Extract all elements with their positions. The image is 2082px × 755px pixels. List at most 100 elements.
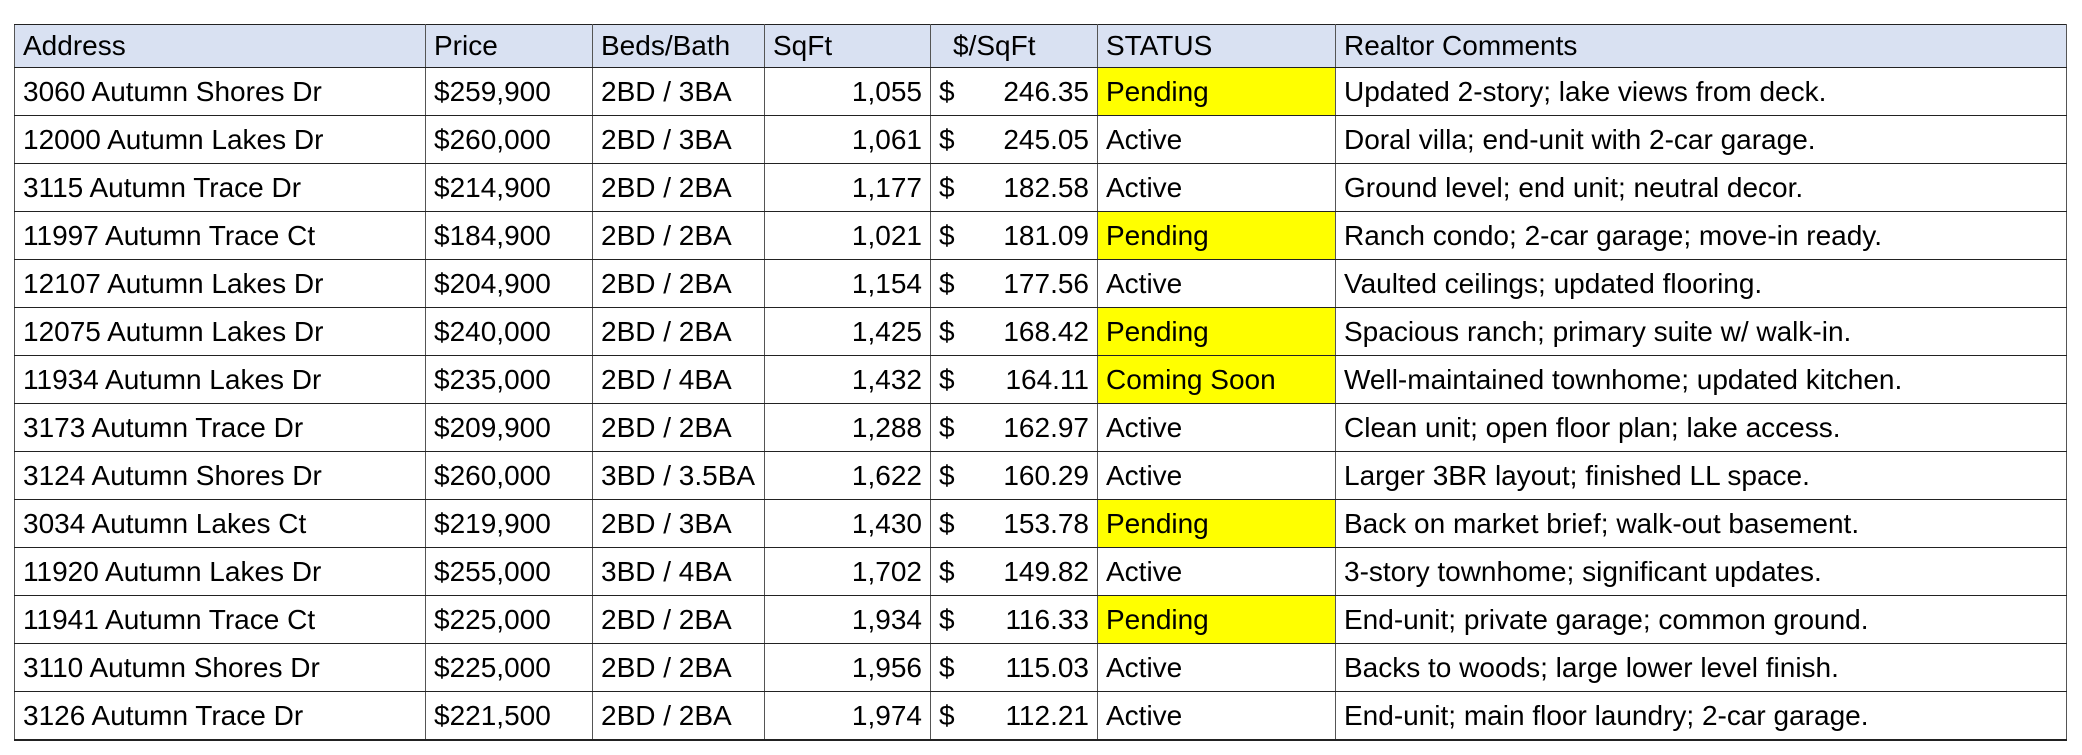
cell-beds-bath[interactable]: 2BD / 2BA <box>592 595 765 644</box>
cell-beds-bath[interactable]: 2BD / 2BA <box>592 691 765 741</box>
cell-address[interactable]: 3124 Autumn Shores Dr <box>14 451 426 500</box>
cell-beds-bath[interactable]: 2BD / 2BA <box>592 211 765 260</box>
cell-price-per-sqft[interactable]: $112.21 <box>930 691 1098 741</box>
header-price[interactable]: Price <box>425 24 593 68</box>
cell-realtor-comments[interactable]: 3-story townhome; significant updates. <box>1335 547 2067 596</box>
cell-sqft[interactable]: 1,021 <box>764 211 931 260</box>
cell-price[interactable]: $221,500 <box>425 691 593 741</box>
cell-status[interactable]: Active <box>1097 115 1336 164</box>
cell-realtor-comments[interactable]: Larger 3BR layout; finished LL space. <box>1335 451 2067 500</box>
cell-beds-bath[interactable]: 2BD / 3BA <box>592 115 765 164</box>
cell-address[interactable]: 3034 Autumn Lakes Ct <box>14 499 426 548</box>
cell-status[interactable]: Pending <box>1097 211 1336 260</box>
cell-status[interactable]: Active <box>1097 691 1336 741</box>
cell-sqft[interactable]: 1,430 <box>764 499 931 548</box>
cell-address[interactable]: 11934 Autumn Lakes Dr <box>14 355 426 404</box>
cell-address[interactable]: 3126 Autumn Trace Dr <box>14 691 426 741</box>
cell-price[interactable]: $235,000 <box>425 355 593 404</box>
cell-price[interactable]: $209,900 <box>425 403 593 452</box>
cell-address[interactable]: 3060 Autumn Shores Dr <box>14 67 426 116</box>
cell-status[interactable]: Active <box>1097 643 1336 692</box>
cell-beds-bath[interactable]: 2BD / 2BA <box>592 307 765 356</box>
cell-status[interactable]: Active <box>1097 451 1336 500</box>
cell-realtor-comments[interactable]: End-unit; private garage; common ground. <box>1335 595 2067 644</box>
cell-address[interactable]: 11941 Autumn Trace Ct <box>14 595 426 644</box>
cell-address[interactable]: 12000 Autumn Lakes Dr <box>14 115 426 164</box>
cell-price-per-sqft[interactable]: $182.58 <box>930 163 1098 212</box>
cell-price-per-sqft[interactable]: $245.05 <box>930 115 1098 164</box>
cell-realtor-comments[interactable]: End-unit; main floor laundry; 2-car gara… <box>1335 691 2067 741</box>
header-realtor-comments[interactable]: Realtor Comments <box>1335 24 2067 68</box>
cell-sqft[interactable]: 1,288 <box>764 403 931 452</box>
cell-beds-bath[interactable]: 2BD / 2BA <box>592 163 765 212</box>
cell-price[interactable]: $260,000 <box>425 115 593 164</box>
cell-price[interactable]: $225,000 <box>425 643 593 692</box>
header-beds-bath[interactable]: Beds/Bath <box>592 24 765 68</box>
cell-sqft[interactable]: 1,055 <box>764 67 931 116</box>
cell-price[interactable]: $225,000 <box>425 595 593 644</box>
cell-price-per-sqft[interactable]: $153.78 <box>930 499 1098 548</box>
cell-realtor-comments[interactable]: Backs to woods; large lower level finish… <box>1335 643 2067 692</box>
cell-status[interactable]: Pending <box>1097 595 1336 644</box>
cell-realtor-comments[interactable]: Ranch condo; 2-car garage; move-in ready… <box>1335 211 2067 260</box>
cell-price-per-sqft[interactable]: $149.82 <box>930 547 1098 596</box>
cell-price-per-sqft[interactable]: $168.42 <box>930 307 1098 356</box>
cell-address[interactable]: 3115 Autumn Trace Dr <box>14 163 426 212</box>
cell-price-per-sqft[interactable]: $116.33 <box>930 595 1098 644</box>
cell-address[interactable]: 3173 Autumn Trace Dr <box>14 403 426 452</box>
header-address[interactable]: Address <box>14 24 426 68</box>
cell-price[interactable]: $259,900 <box>425 67 593 116</box>
cell-realtor-comments[interactable]: Spacious ranch; primary suite w/ walk-in… <box>1335 307 2067 356</box>
cell-status[interactable]: Active <box>1097 163 1336 212</box>
cell-status[interactable]: Active <box>1097 259 1336 308</box>
cell-price-per-sqft[interactable]: $246.35 <box>930 67 1098 116</box>
cell-sqft[interactable]: 1,956 <box>764 643 931 692</box>
header-status[interactable]: STATUS <box>1097 24 1336 68</box>
cell-realtor-comments[interactable]: Updated 2-story; lake views from deck. <box>1335 67 2067 116</box>
cell-address[interactable]: 12075 Autumn Lakes Dr <box>14 307 426 356</box>
cell-price[interactable]: $240,000 <box>425 307 593 356</box>
cell-price[interactable]: $184,900 <box>425 211 593 260</box>
cell-price-per-sqft[interactable]: $177.56 <box>930 259 1098 308</box>
cell-address[interactable]: 11997 Autumn Trace Ct <box>14 211 426 260</box>
cell-address[interactable]: 3110 Autumn Shores Dr <box>14 643 426 692</box>
cell-sqft[interactable]: 1,702 <box>764 547 931 596</box>
cell-beds-bath[interactable]: 2BD / 2BA <box>592 643 765 692</box>
cell-sqft[interactable]: 1,622 <box>764 451 931 500</box>
cell-address[interactable]: 11920 Autumn Lakes Dr <box>14 547 426 596</box>
header-sqft[interactable]: SqFt <box>764 24 931 68</box>
cell-status[interactable]: Active <box>1097 547 1336 596</box>
cell-sqft[interactable]: 1,061 <box>764 115 931 164</box>
cell-realtor-comments[interactable]: Doral villa; end-unit with 2-car garage. <box>1335 115 2067 164</box>
cell-address[interactable]: 12107 Autumn Lakes Dr <box>14 259 426 308</box>
cell-sqft[interactable]: 1,432 <box>764 355 931 404</box>
cell-beds-bath[interactable]: 3BD / 3.5BA <box>592 451 765 500</box>
cell-beds-bath[interactable]: 2BD / 2BA <box>592 403 765 452</box>
cell-realtor-comments[interactable]: Well-maintained townhome; updated kitche… <box>1335 355 2067 404</box>
cell-sqft[interactable]: 1,425 <box>764 307 931 356</box>
cell-price[interactable]: $214,900 <box>425 163 593 212</box>
cell-status[interactable]: Coming Soon <box>1097 355 1336 404</box>
cell-price-per-sqft[interactable]: $160.29 <box>930 451 1098 500</box>
cell-sqft[interactable]: 1,934 <box>764 595 931 644</box>
cell-price-per-sqft[interactable]: $164.11 <box>930 355 1098 404</box>
cell-price[interactable]: $255,000 <box>425 547 593 596</box>
cell-price[interactable]: $260,000 <box>425 451 593 500</box>
header-price-per-sqft[interactable]: $/SqFt <box>930 24 1098 68</box>
cell-price-per-sqft[interactable]: $115.03 <box>930 643 1098 692</box>
cell-realtor-comments[interactable]: Ground level; end unit; neutral decor. <box>1335 163 2067 212</box>
cell-beds-bath[interactable]: 2BD / 4BA <box>592 355 765 404</box>
cell-sqft[interactable]: 1,974 <box>764 691 931 741</box>
cell-status[interactable]: Pending <box>1097 307 1336 356</box>
cell-status[interactable]: Pending <box>1097 499 1336 548</box>
cell-realtor-comments[interactable]: Back on market brief; walk-out basement. <box>1335 499 2067 548</box>
cell-realtor-comments[interactable]: Vaulted ceilings; updated flooring. <box>1335 259 2067 308</box>
cell-realtor-comments[interactable]: Clean unit; open floor plan; lake access… <box>1335 403 2067 452</box>
cell-status[interactable]: Active <box>1097 403 1336 452</box>
cell-price[interactable]: $204,900 <box>425 259 593 308</box>
cell-beds-bath[interactable]: 2BD / 3BA <box>592 67 765 116</box>
cell-price-per-sqft[interactable]: $162.97 <box>930 403 1098 452</box>
cell-beds-bath[interactable]: 2BD / 2BA <box>592 259 765 308</box>
cell-status[interactable]: Pending <box>1097 67 1336 116</box>
cell-price-per-sqft[interactable]: $181.09 <box>930 211 1098 260</box>
